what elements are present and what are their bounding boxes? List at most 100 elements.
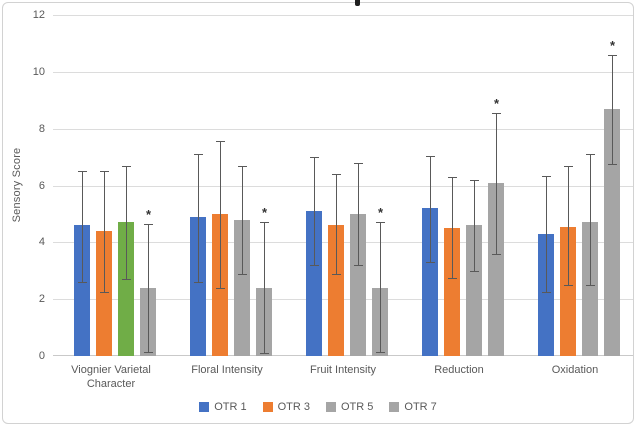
y-tick-label: 0 <box>38 350 45 362</box>
error-bar <box>148 223 149 352</box>
legend-item-otr-7: OTR 7 <box>389 401 437 413</box>
error-bar <box>358 162 359 266</box>
y-tick-label: 6 <box>38 179 45 192</box>
significance-asterisk: * <box>261 205 268 221</box>
category-label: Reduction <box>434 364 484 376</box>
y-axis-tick-labels: 0 2 4 6 8 10 12 <box>3 9 45 362</box>
bar-otr-1 <box>422 208 438 356</box>
error-bar-cap-bottom <box>354 265 363 267</box>
error-bar-cap-top <box>426 155 435 157</box>
error-bar-cap-top <box>78 171 87 173</box>
bar-group-1: * <box>53 15 169 356</box>
gridline-y-6 <box>53 185 633 187</box>
error-bar-cap-top <box>194 154 203 156</box>
bar-otr-1 <box>306 211 322 356</box>
error-bar-cap-top <box>354 162 363 164</box>
error-bar-cap-bottom <box>470 270 479 272</box>
error-bar-cap-bottom <box>100 292 109 294</box>
chart-figure: Sensory Score 0 2 4 6 8 10 12 * * * * * Viognier V… <box>2 0 634 424</box>
bar-otr-5 <box>466 225 482 356</box>
error-bar-cap-top <box>564 165 573 167</box>
legend-item-otr-5: OTR 5 <box>326 401 373 413</box>
error-bar-cap-bottom <box>586 284 595 286</box>
error-bar <box>546 175 547 293</box>
legend-swatch-icon <box>199 402 210 412</box>
error-bar <box>104 171 105 293</box>
error-bar <box>198 154 199 283</box>
error-bar-cap-bottom <box>426 262 435 264</box>
bar-otr-3 <box>560 226 576 356</box>
error-bar <box>590 154 591 285</box>
error-bar <box>496 113 497 254</box>
legend-swatch-icon <box>262 402 273 412</box>
error-bar <box>568 165 569 285</box>
error-bar <box>82 171 83 283</box>
y-tick-label: 12 <box>32 9 45 21</box>
error-bar <box>242 165 243 274</box>
legend-label: OTR 1 <box>214 401 247 413</box>
error-bar-cap-bottom <box>448 277 457 279</box>
error-bar-cap-top <box>144 223 153 225</box>
gridline-y-8 <box>53 128 633 130</box>
gridline-y-12 <box>53 15 633 16</box>
bar-group-5: * <box>517 15 633 356</box>
error-bar <box>220 141 221 288</box>
category-label: Viognier Varietal Character <box>71 364 151 390</box>
error-bar-cap-top <box>542 175 551 177</box>
bar-otr-5 <box>118 222 134 356</box>
error-bar-cap-bottom <box>260 353 269 355</box>
error-bar <box>264 222 265 354</box>
error-bar-cap-bottom <box>194 282 203 284</box>
error-bar-cap-top <box>608 54 617 56</box>
legend-swatch-icon <box>389 402 400 412</box>
significance-asterisk: * <box>145 206 152 222</box>
legend-swatch-icon <box>326 402 336 412</box>
error-bar-cap-bottom <box>564 284 573 286</box>
error-bar-cap-bottom <box>144 351 153 353</box>
bar-group-2: * <box>169 15 285 356</box>
error-bar-cap-bottom <box>310 265 319 267</box>
error-bar-cap-top <box>216 141 225 143</box>
bar-otr-1 <box>538 233 554 356</box>
error-bar-cap-bottom <box>122 279 131 281</box>
y-tick-label: 2 <box>38 293 45 306</box>
error-bar-cap-bottom <box>542 292 551 294</box>
plot-area: * * * * * <box>53 15 633 356</box>
error-bar-cap-bottom <box>238 273 247 275</box>
bar-otr-1 <box>74 225 90 356</box>
error-bar <box>474 179 475 271</box>
error-bar-cap-top <box>586 154 595 156</box>
bar-otr-3 <box>444 228 460 356</box>
error-bar-cap-bottom <box>376 351 385 353</box>
bar-otr-3 <box>328 225 344 356</box>
y-tick-label: 10 <box>32 65 45 78</box>
category-label: Oxidation <box>551 364 599 376</box>
category-label: Fruit Intensity <box>309 364 377 376</box>
error-bar-cap-top <box>100 171 109 173</box>
error-bar <box>126 165 127 280</box>
significance-asterisk: * <box>377 205 384 221</box>
legend-label: OTR 5 <box>341 401 374 413</box>
error-bar-cap-bottom <box>216 287 225 289</box>
bar-otr-5 <box>582 222 598 356</box>
error-bar-cap-top <box>470 179 479 181</box>
error-bar-cap-bottom <box>608 164 617 166</box>
error-bar-cap-bottom <box>78 282 87 284</box>
error-bar <box>336 174 337 274</box>
error-bar-cap-top <box>122 165 131 167</box>
legend-label: OTR 3 <box>277 401 310 413</box>
bar-otr-3 <box>96 230 112 356</box>
legend-item-otr-3: OTR 3 <box>262 401 310 413</box>
y-tick-label: 8 <box>38 122 45 135</box>
error-bar <box>430 155 431 263</box>
significance-asterisk: * <box>609 37 616 53</box>
bar-group-3: * <box>285 15 401 356</box>
legend-item-otr-1: OTR 1 <box>199 401 247 413</box>
legend-label: OTR 7 <box>404 401 437 413</box>
bar-group-4: * <box>401 15 517 356</box>
error-bar-cap-top <box>260 222 269 224</box>
error-bar-cap-top <box>448 176 457 178</box>
bar-otr-5 <box>234 219 250 356</box>
error-bar-cap-top <box>376 222 385 224</box>
